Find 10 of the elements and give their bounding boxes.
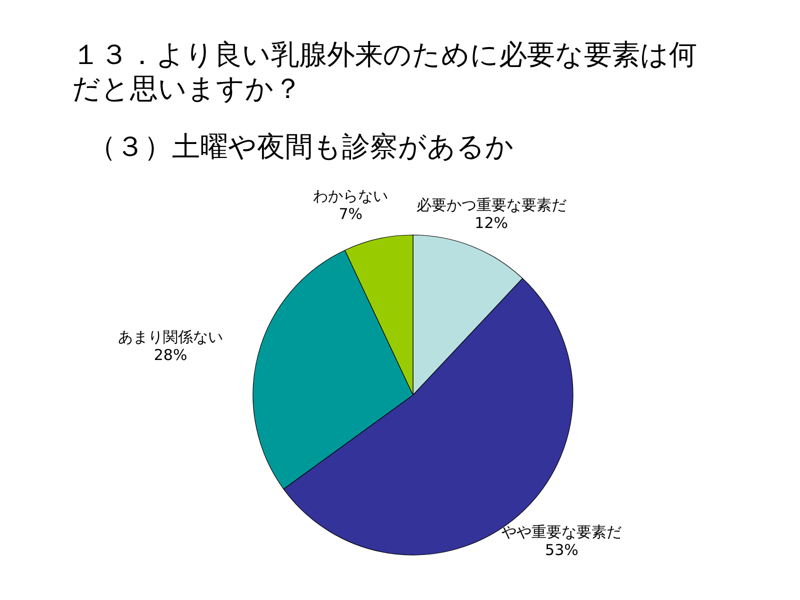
data-label: 28% (154, 346, 188, 364)
slice-label: あまり関係ない (118, 328, 224, 346)
slice-label: わからない (313, 186, 388, 204)
slice-label: やや重要な要素だ (502, 523, 622, 542)
data-label: 7% (338, 204, 363, 222)
chart-subtitle: （３）土曜や夜間も診察があるか (88, 130, 514, 164)
data-label: 12% (474, 214, 508, 232)
data-label: 53% (545, 541, 578, 560)
chart-title: １３．より良い乳腺外来のために必要な要素は何だと思いますか？ (72, 38, 698, 106)
slice-label: 必要かつ重要な要素だ (416, 196, 566, 214)
